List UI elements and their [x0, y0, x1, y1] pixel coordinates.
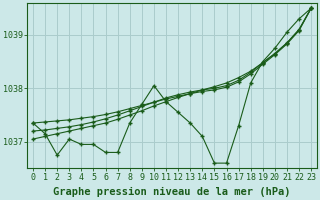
X-axis label: Graphe pression niveau de la mer (hPa): Graphe pression niveau de la mer (hPa) [53, 187, 291, 197]
